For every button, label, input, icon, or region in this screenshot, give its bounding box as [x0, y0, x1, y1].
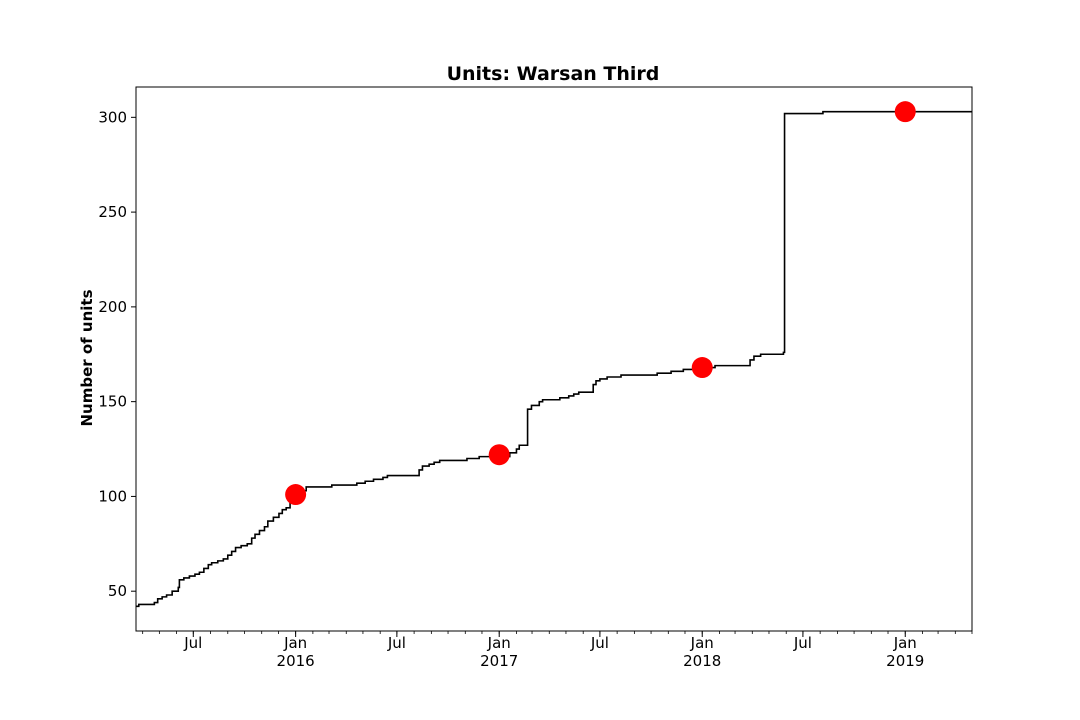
x-tick-year-label: 2017 [480, 652, 518, 670]
series-layer [136, 110, 972, 608]
x-tick-year-label: 2019 [886, 652, 924, 670]
y-tick-label: 50 [108, 582, 127, 600]
x-tick-label: Jan [283, 634, 307, 652]
marker-layer [285, 101, 916, 506]
y-tick-label: 150 [98, 393, 127, 411]
x-tick-year-label: 2018 [683, 652, 721, 670]
y-tick-label: 100 [98, 487, 127, 505]
y-tick-label: 200 [98, 298, 127, 316]
y-tick-label: 250 [98, 203, 127, 221]
plot-frame [135, 86, 973, 632]
x-tick-label: Jan [487, 634, 511, 652]
x-tick-label: Jan [893, 634, 917, 652]
y-tick-label: 300 [98, 108, 127, 126]
x-tick-label: Jul [387, 634, 406, 652]
x-tick-label: Jul [590, 634, 609, 652]
x-tick-label: Jan [690, 634, 714, 652]
data-point-3 [894, 101, 916, 123]
x-tick-label: Jul [793, 634, 812, 652]
data-point-1 [488, 444, 510, 466]
series-line-0 [136, 110, 972, 608]
data-point-2 [691, 357, 713, 379]
x-tick-year-label: 2016 [277, 652, 315, 670]
y-axis-label: Number of units [78, 289, 96, 426]
x-tick-label: Jul [183, 634, 202, 652]
data-point-0 [285, 484, 307, 506]
chart-title: Units: Warsan Third [447, 63, 660, 85]
